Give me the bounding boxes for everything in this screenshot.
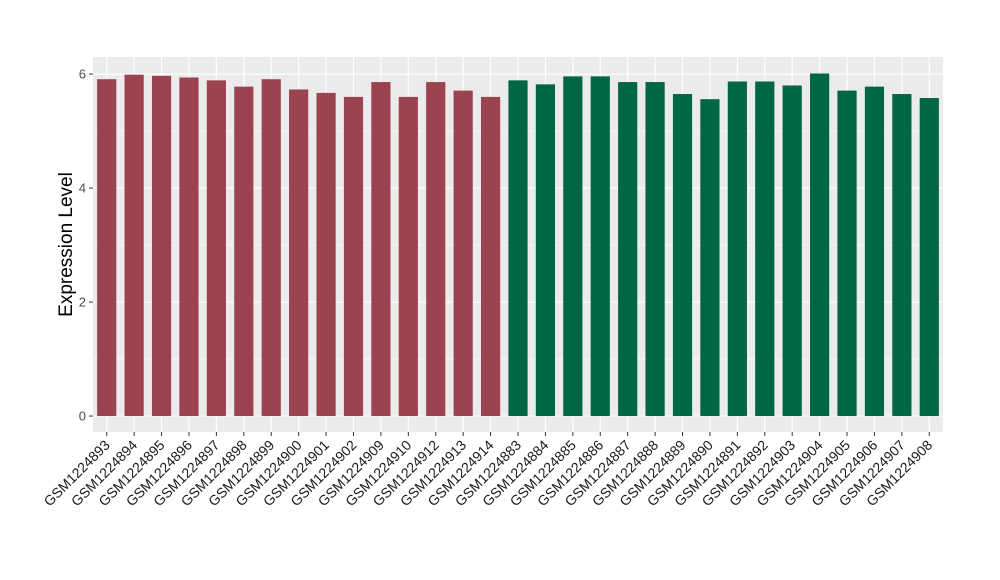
bar <box>508 80 528 417</box>
bar <box>151 75 172 417</box>
y-axis-title: Expression Level <box>56 172 77 317</box>
bar <box>810 73 830 417</box>
bar <box>645 82 665 417</box>
bar <box>618 82 638 417</box>
bar <box>206 80 226 417</box>
bar <box>261 79 281 417</box>
bar <box>179 77 199 417</box>
y-tick-label: 0 <box>79 409 86 424</box>
bar <box>426 82 446 417</box>
bar <box>398 96 418 417</box>
bar <box>453 90 473 417</box>
bar <box>919 98 939 417</box>
bar <box>563 76 583 417</box>
bar <box>727 81 747 417</box>
bar <box>700 99 720 417</box>
bar <box>234 86 254 417</box>
bar <box>837 90 857 417</box>
y-tick-label: 6 <box>79 67 86 82</box>
bar <box>864 86 885 417</box>
bar <box>371 82 391 417</box>
bar <box>892 94 912 417</box>
y-tick-label: 2 <box>79 295 86 310</box>
bar <box>480 96 501 417</box>
bar <box>316 92 336 417</box>
bar <box>97 79 117 417</box>
bar <box>672 94 693 417</box>
bar <box>289 89 309 417</box>
bar <box>590 76 610 417</box>
y-tick-label: 4 <box>79 181 86 196</box>
bar <box>124 74 144 417</box>
bar <box>755 81 775 417</box>
bar <box>343 96 364 417</box>
bar <box>782 85 802 417</box>
bar <box>535 84 556 417</box>
